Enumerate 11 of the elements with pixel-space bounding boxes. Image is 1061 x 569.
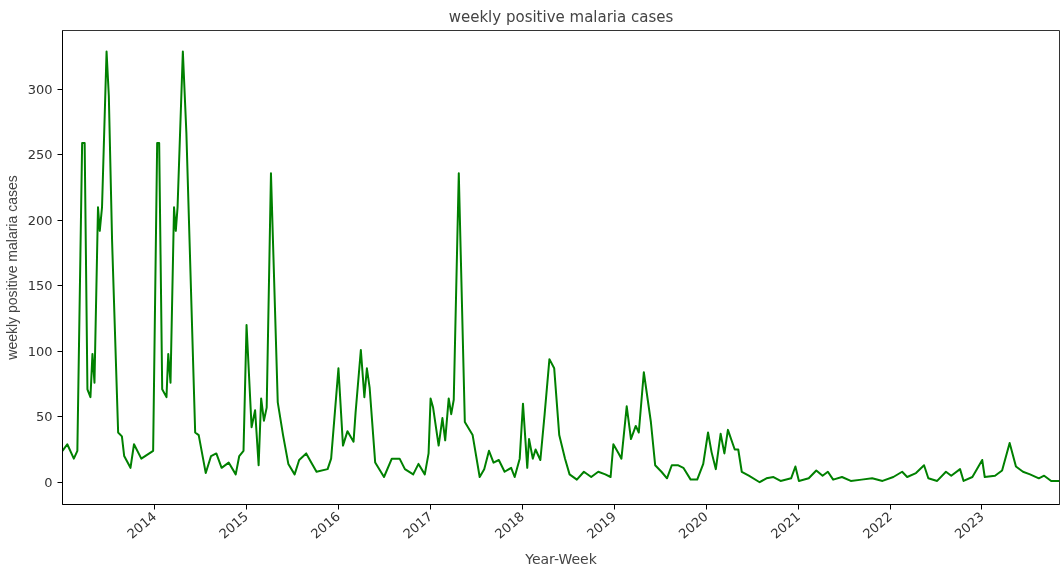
y-tick-label: 150 xyxy=(27,278,53,294)
x-axis-title: Year-Week xyxy=(524,550,598,567)
y-tick-label: 50 xyxy=(35,409,53,425)
y-axis-title: weekly positive malaria cases xyxy=(3,175,20,361)
y-tick-label: 200 xyxy=(27,212,53,228)
y-tick-label: 100 xyxy=(27,343,53,359)
y-tick-label: 300 xyxy=(27,81,53,97)
y-tick-label: 0 xyxy=(44,474,53,490)
chart-title: weekly positive malaria cases xyxy=(448,7,674,26)
y-tick-label: 250 xyxy=(27,147,53,163)
line-series xyxy=(62,50,1060,484)
